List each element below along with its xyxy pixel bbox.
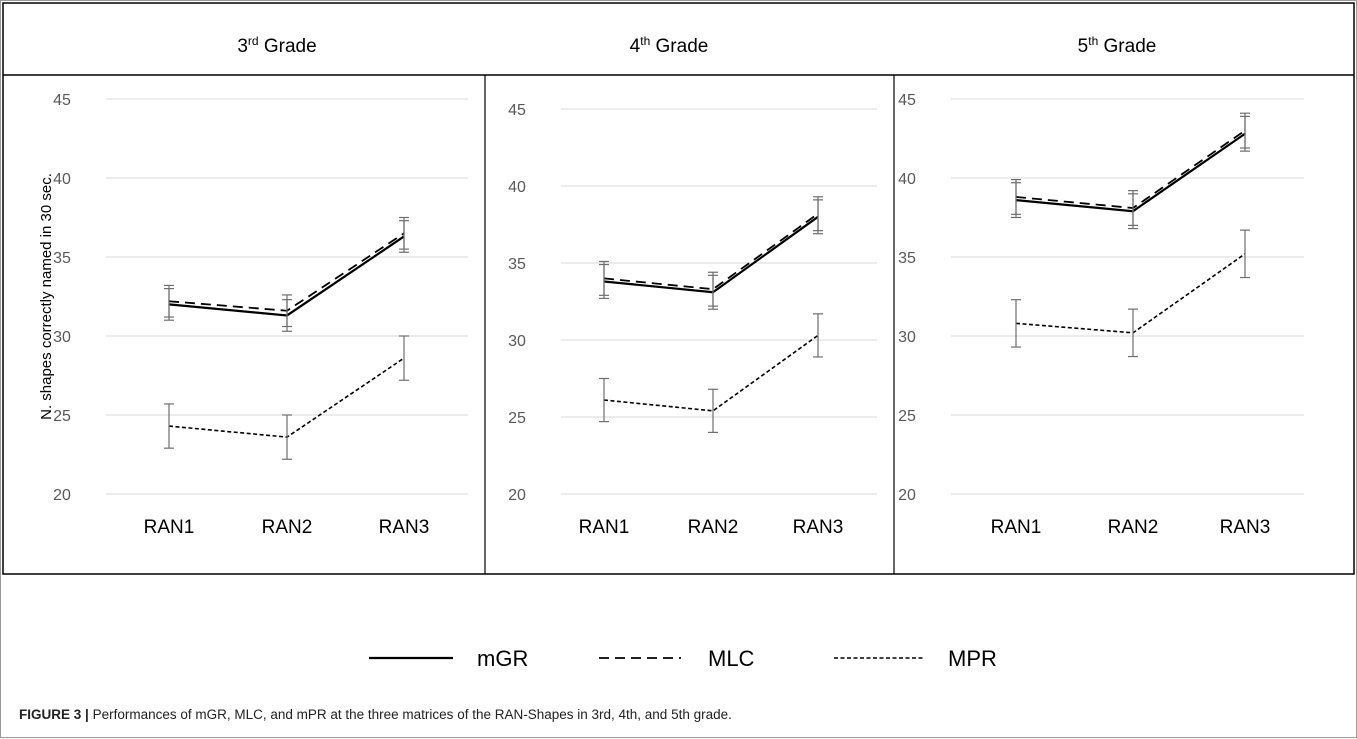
x-tick-label: RAN3 xyxy=(379,517,430,538)
y-tick-label: 20 xyxy=(898,487,916,504)
y-tick-label: 30 xyxy=(53,329,71,346)
y-tick-label: 30 xyxy=(508,333,526,350)
series-line-mlc xyxy=(603,212,819,291)
y-tick-label: 45 xyxy=(508,102,526,119)
y-tick-label: 35 xyxy=(898,250,916,267)
y-tick-label: 20 xyxy=(53,487,71,504)
series-line-mlc xyxy=(1015,129,1246,209)
x-tick-label: RAN3 xyxy=(793,517,844,538)
panel-title: 5th Grade xyxy=(1078,34,1157,57)
y-tick-label: 20 xyxy=(508,487,526,504)
legend-label-mlc: MLC xyxy=(708,646,755,671)
series-line-mpr xyxy=(603,334,819,412)
figure-caption: FIGURE 3 | Performances of mGR, MLC, and… xyxy=(19,707,732,722)
x-tick-label: RAN2 xyxy=(688,517,739,538)
caption-text: Performances of mGR, MLC, and mPR at the… xyxy=(92,707,732,722)
y-tick-label: 30 xyxy=(898,329,916,346)
y-tick-label: 25 xyxy=(898,408,916,425)
y-tick-label: 25 xyxy=(53,408,71,425)
y-tick-label: 35 xyxy=(53,250,71,267)
y-tick-label: 40 xyxy=(898,171,916,188)
x-tick-label: RAN1 xyxy=(991,517,1042,538)
panel-title: 3rd Grade xyxy=(237,34,316,57)
legend-label-mgr: mGR xyxy=(477,646,528,671)
x-tick-label: RAN1 xyxy=(144,517,195,538)
x-tick-label: RAN2 xyxy=(262,517,313,538)
y-axis-label: N. shapes correctly named in 30 sec. xyxy=(38,173,55,420)
series-line-mpr xyxy=(1015,253,1246,334)
y-tick-label: 25 xyxy=(508,410,526,427)
y-tick-label: 45 xyxy=(898,92,916,109)
x-tick-label: RAN2 xyxy=(1108,517,1159,538)
y-tick-label: 40 xyxy=(508,179,526,196)
x-tick-label: RAN1 xyxy=(579,517,630,538)
caption-label: FIGURE 3 | xyxy=(19,707,89,722)
legend-label-mpr: MPR xyxy=(948,646,997,671)
y-tick-label: 35 xyxy=(508,256,526,273)
y-tick-label: 40 xyxy=(53,171,71,188)
chart-frame xyxy=(2,2,1355,575)
panel-title: 4th Grade xyxy=(630,34,709,57)
x-tick-label: RAN3 xyxy=(1220,517,1271,538)
y-tick-label: 45 xyxy=(53,92,71,109)
